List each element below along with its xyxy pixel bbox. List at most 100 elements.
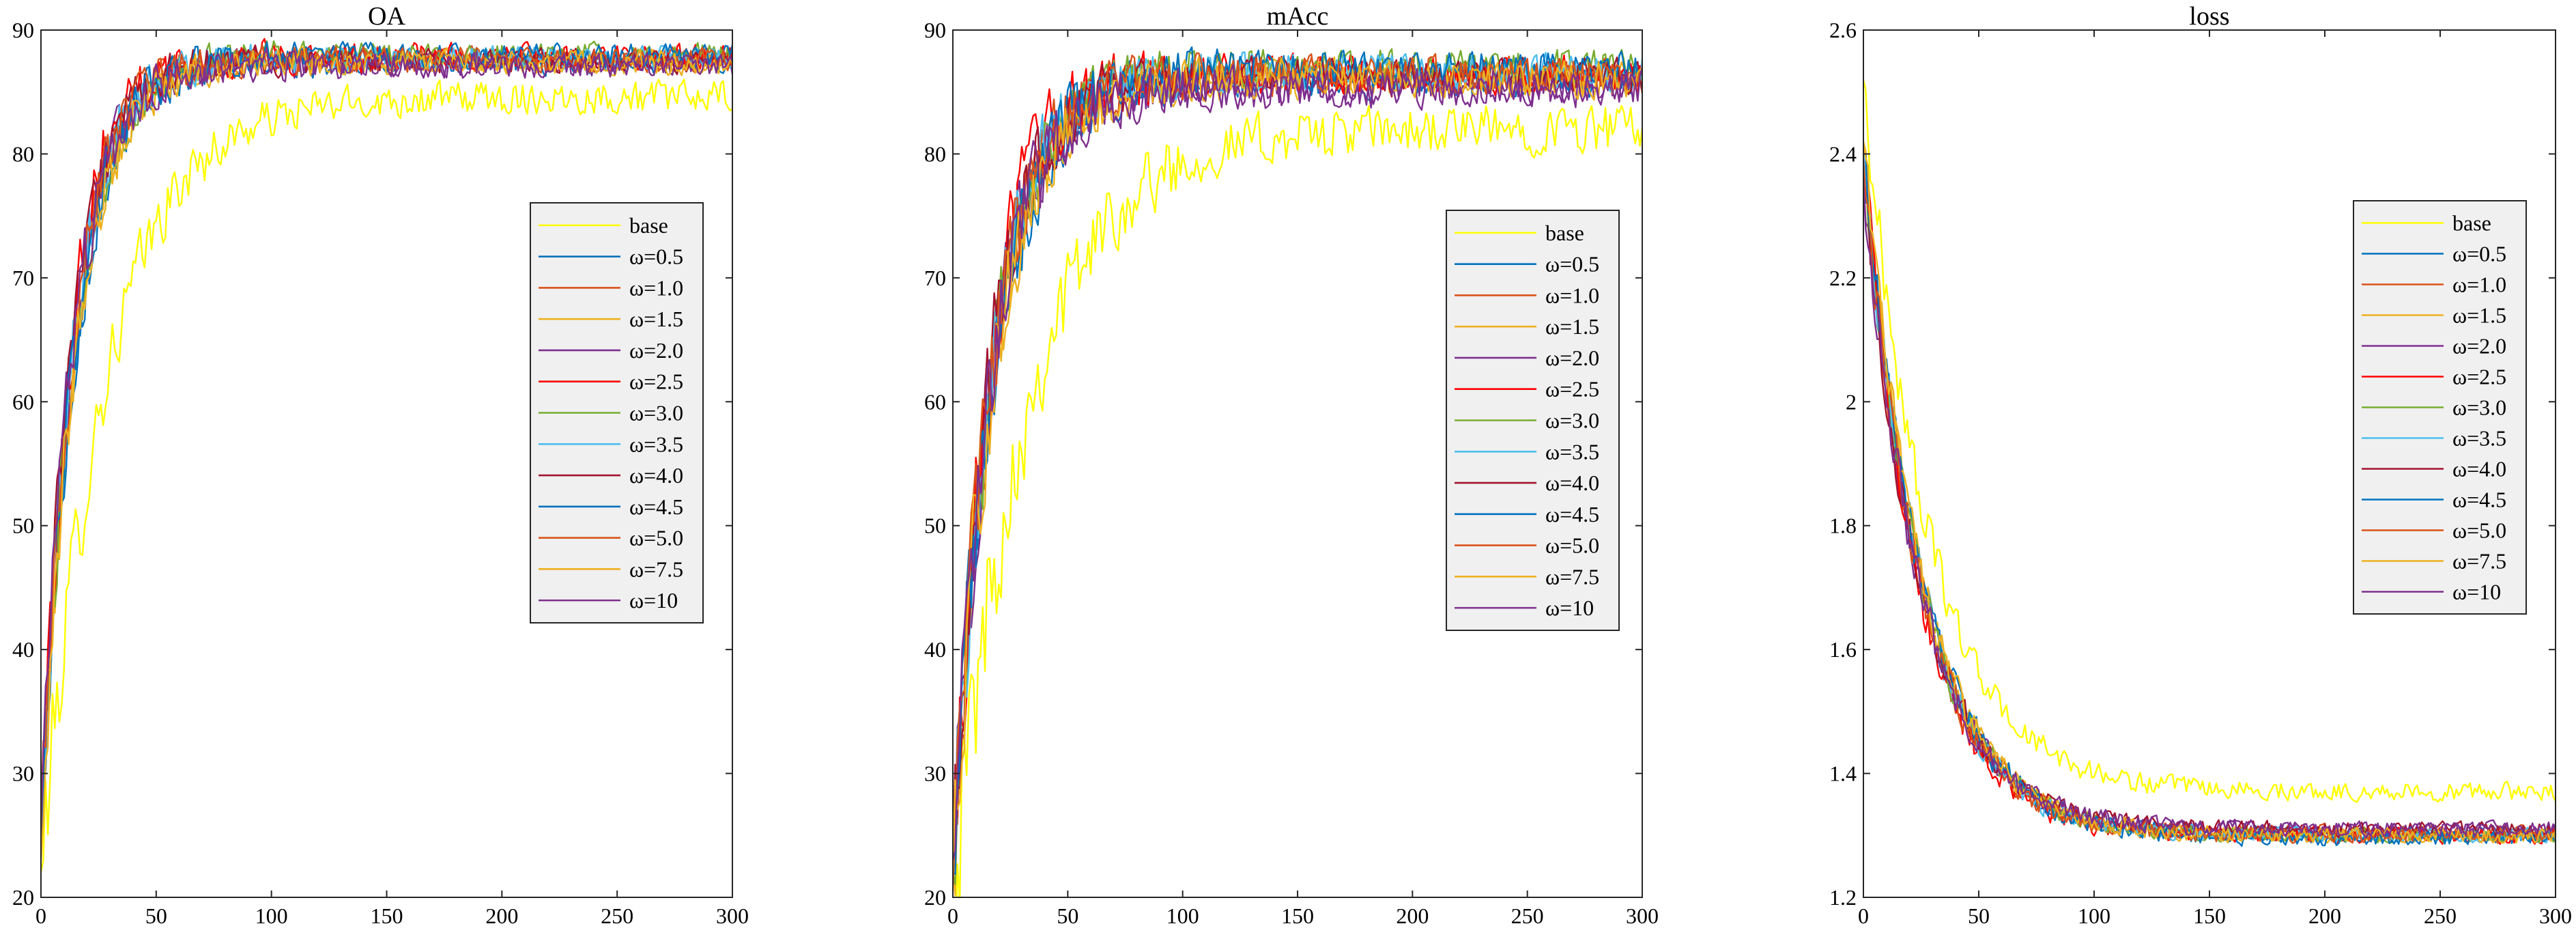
y-tick-label: 60 bbox=[924, 389, 946, 414]
legend-label: ω=1.0 bbox=[629, 275, 683, 300]
y-tick-label: 90 bbox=[924, 18, 946, 42]
legend-label: ω=4.5 bbox=[2452, 488, 2506, 512]
x-tick-label: 250 bbox=[1511, 903, 1544, 928]
legend: base ω=0.5 ω=1.0 ω=1.5 ω=2.0 ω=2.5 ω=3.0 ω=3.5 ω… bbox=[1446, 210, 1620, 631]
legend-label: ω=1.5 bbox=[2452, 303, 2506, 328]
legend-label: ω=4.0 bbox=[629, 463, 683, 488]
y-tick-label: 40 bbox=[924, 637, 946, 662]
legend-label: ω=1.5 bbox=[1545, 314, 1599, 339]
legend-label: ω=4.0 bbox=[2452, 457, 2506, 481]
chart-panel: 0 50 100 150 200 250 300 1.2 1.4 1.6 1.8 2 2.2 2.4 2.6… bbox=[1829, 2, 2572, 928]
chart-title: OA bbox=[368, 2, 405, 31]
y-tick-label: 70 bbox=[12, 266, 34, 290]
series-line bbox=[1863, 79, 2556, 803]
legend-label: ω=5.0 bbox=[1545, 533, 1599, 558]
legend-label: ω=7.5 bbox=[629, 557, 683, 581]
series-line bbox=[41, 46, 732, 860]
chart-panel: 0 50 100 150 200 250 300 20 30 40 50 60 70 80 90 mAcc ba… bbox=[924, 2, 1659, 928]
y-tick-label: 2.4 bbox=[1829, 141, 1857, 166]
series-line bbox=[1863, 172, 2556, 839]
y-tick-label: 2.6 bbox=[1829, 18, 1857, 42]
x-tick-label: 100 bbox=[255, 903, 288, 928]
legend-label: base bbox=[1545, 221, 1584, 245]
y-tick-label: 60 bbox=[12, 389, 34, 414]
y-tick-label: 90 bbox=[12, 18, 34, 42]
x-tick-label: 200 bbox=[2308, 903, 2341, 928]
series-line bbox=[953, 104, 1642, 897]
y-tick-label: 50 bbox=[12, 514, 34, 538]
legend-label: ω=3.0 bbox=[2452, 395, 2506, 420]
y-tick-label: 20 bbox=[924, 885, 946, 910]
series-line bbox=[41, 48, 732, 824]
x-tick-label: 150 bbox=[2193, 903, 2226, 928]
y-tick-label: 1.4 bbox=[1829, 761, 1857, 786]
legend-label: ω=2.5 bbox=[629, 369, 683, 394]
x-tick-label: 250 bbox=[601, 903, 633, 928]
x-tick-label: 50 bbox=[145, 903, 167, 928]
legend-label: ω=10 bbox=[2452, 580, 2501, 604]
x-tick-label: 0 bbox=[947, 903, 958, 928]
series-line bbox=[953, 56, 1642, 873]
x-tick-label: 150 bbox=[1281, 903, 1314, 928]
legend-label: ω=3.5 bbox=[629, 432, 683, 456]
legend-label: ω=1.0 bbox=[1545, 283, 1599, 307]
legend-label: ω=2.5 bbox=[2452, 365, 2506, 389]
series-line bbox=[41, 79, 732, 873]
x-tick-label: 50 bbox=[1968, 903, 1990, 928]
legend-label: ω=4.5 bbox=[629, 494, 683, 519]
y-tick-label: 30 bbox=[924, 761, 946, 786]
y-tick-label: 1.6 bbox=[1829, 637, 1857, 662]
chart-title: loss bbox=[2189, 2, 2229, 31]
y-tick-label: 80 bbox=[12, 141, 34, 166]
y-tick-label: 40 bbox=[12, 637, 34, 662]
y-tick-label: 70 bbox=[924, 266, 946, 290]
x-tick-label: 300 bbox=[1626, 903, 1659, 928]
legend-label: ω=3.0 bbox=[629, 401, 683, 425]
legend-label: ω=4.5 bbox=[1545, 502, 1599, 527]
legend-label: ω=0.5 bbox=[629, 244, 683, 269]
y-tick-label: 20 bbox=[12, 885, 34, 910]
y-tick-label: 2.2 bbox=[1829, 266, 1857, 290]
x-tick-label: 100 bbox=[2078, 903, 2110, 928]
x-tick-label: 0 bbox=[1858, 903, 1869, 928]
legend: base ω=0.5 ω=1.0 ω=1.5 ω=2.0 ω=2.5 ω=3.0 ω=3.5 ω… bbox=[530, 202, 704, 623]
x-tick-label: 150 bbox=[371, 903, 403, 928]
legend-label: ω=5.0 bbox=[2452, 518, 2506, 543]
legend-label: ω=3.5 bbox=[1545, 439, 1599, 464]
legend-label: base bbox=[2452, 211, 2491, 236]
series-line bbox=[1863, 178, 2556, 839]
series-line bbox=[953, 46, 1642, 875]
x-tick-label: 50 bbox=[1057, 903, 1078, 928]
x-tick-label: 300 bbox=[2539, 903, 2572, 928]
legend-label: ω=7.5 bbox=[1545, 564, 1599, 589]
legend-label: ω=3.0 bbox=[1545, 408, 1599, 433]
legend-label: ω=2.0 bbox=[2452, 334, 2506, 359]
x-tick-label: 0 bbox=[35, 903, 46, 928]
legend-label: ω=10 bbox=[629, 588, 678, 613]
chart-title: mAcc bbox=[1267, 2, 1329, 31]
chart-panel: 0 50 100 150 200 250 300 20 30 40 50 60 70 80 90 OA base… bbox=[12, 2, 749, 928]
y-tick-label: 80 bbox=[924, 141, 946, 166]
y-tick-label: 50 bbox=[924, 514, 946, 538]
x-tick-label: 200 bbox=[485, 903, 518, 928]
legend-label: ω=2.0 bbox=[1545, 346, 1599, 370]
legend-label: ω=10 bbox=[1545, 595, 1594, 620]
legend-label: ω=2.5 bbox=[1545, 377, 1599, 402]
legend-label: ω=1.0 bbox=[2452, 272, 2506, 297]
x-tick-label: 200 bbox=[1396, 903, 1429, 928]
y-tick-label: 2 bbox=[1846, 389, 1857, 414]
x-tick-label: 300 bbox=[716, 903, 749, 928]
legend-label: ω=5.0 bbox=[629, 526, 683, 550]
legend-label: ω=3.5 bbox=[2452, 426, 2506, 451]
legend-label: ω=7.5 bbox=[2452, 549, 2506, 574]
series-line bbox=[953, 64, 1642, 860]
x-tick-label: 250 bbox=[2424, 903, 2457, 928]
y-tick-label: 30 bbox=[12, 761, 34, 786]
legend-label: ω=0.5 bbox=[2452, 242, 2506, 266]
y-tick-label: 1.2 bbox=[1829, 885, 1857, 910]
legend: base ω=0.5 ω=1.0 ω=1.5 ω=2.0 ω=2.5 ω=3.0 ω=3.5 ω… bbox=[2353, 200, 2527, 615]
legend-label: ω=4.0 bbox=[1545, 471, 1599, 495]
legend-label: ω=1.5 bbox=[629, 307, 683, 331]
x-tick-label: 100 bbox=[1167, 903, 1199, 928]
